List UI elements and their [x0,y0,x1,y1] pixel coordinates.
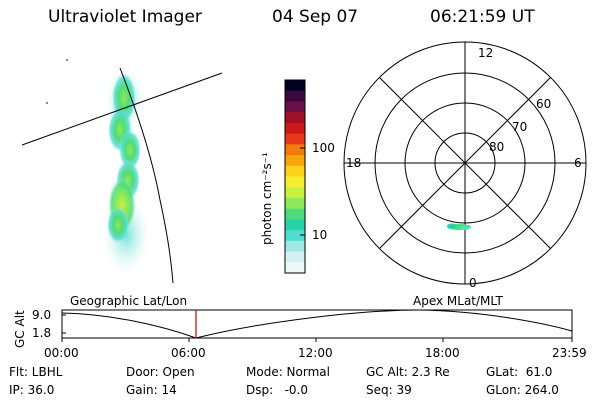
colorbar-segment [285,133,305,145]
altitude-tick-1-8: 1.8 [32,326,52,340]
geo-grid-lines [21,59,223,284]
status-door: Door: Open [126,365,195,379]
colorbar-segment [285,144,305,156]
colorbar-segment [285,240,305,253]
status-glat: GLat: 61.0 [486,365,553,379]
time-label: 06:21:59 UT [430,7,535,27]
colorbar-segment [285,251,305,263]
colorbar-segment [285,197,305,210]
colorbar-segment [285,219,305,231]
status-filter: Flt: LBHL [9,365,63,379]
lat-label-60: 60 [536,97,552,111]
colorbar-segment [285,208,305,220]
colorbar [285,80,305,274]
colorbar-segment [285,187,305,199]
status-gain: Gain: 14 [126,383,177,397]
mlt-label-18: 18 [346,156,362,170]
time-tick-1200: 12:00 [298,346,333,360]
colorbar-segment [285,165,305,178]
colorbar-segment [285,262,305,274]
status-dsp: Dsp: -0.0 [246,383,309,397]
colorbar-segment [285,155,305,167]
apex-frame-label: Apex MLat/MLT [413,294,503,308]
status-ip: IP: 36.0 [9,383,55,397]
time-tick-2359: 23:59 [552,346,587,360]
time-tick-0000: 00:00 [44,346,79,360]
aurora-image [102,66,150,275]
colorbar-unit-label: photon cm⁻²s⁻¹ [260,152,274,245]
colorbar-segment [285,101,305,113]
altitude-frame [61,309,573,339]
altitude-tick-9: 9.0 [32,308,52,322]
colorbar-segment [285,230,305,242]
status-seq: Seq: 39 [366,383,412,397]
status-glon: GLon: 264.0 [486,383,559,397]
time-tick-1800: 18:00 [425,346,460,360]
polar-plot [343,41,587,285]
colorbar-tick-100: 100 [312,141,335,155]
lat-label-80: 80 [489,140,505,154]
mlt-label-12: 12 [478,46,494,60]
altitude-curve [61,309,573,339]
status-gc-alt: GC Alt: 2.3 Re [366,365,450,379]
time-tick-0600: 06:00 [171,346,206,360]
colorbar-segment [285,112,305,124]
colorbar-frame [284,79,306,274]
status-mode: Mode: Normal [246,365,330,379]
altitude-axis-label: GC Alt [13,310,27,348]
colorbar-segment [285,80,305,92]
instrument-title: Ultraviolet Imager [48,7,202,27]
mlt-label-0: 0 [469,276,477,290]
mlt-label-6: 6 [574,156,582,170]
colorbar-segment [285,122,305,135]
lat-label-70: 70 [512,120,528,134]
date-label: 04 Sep 07 [272,7,359,27]
colorbar-segment [285,176,305,188]
colorbar-tick-10: 10 [312,228,328,242]
geo-frame-label: Geographic Lat/Lon [70,294,188,308]
colorbar-segment [285,90,305,103]
